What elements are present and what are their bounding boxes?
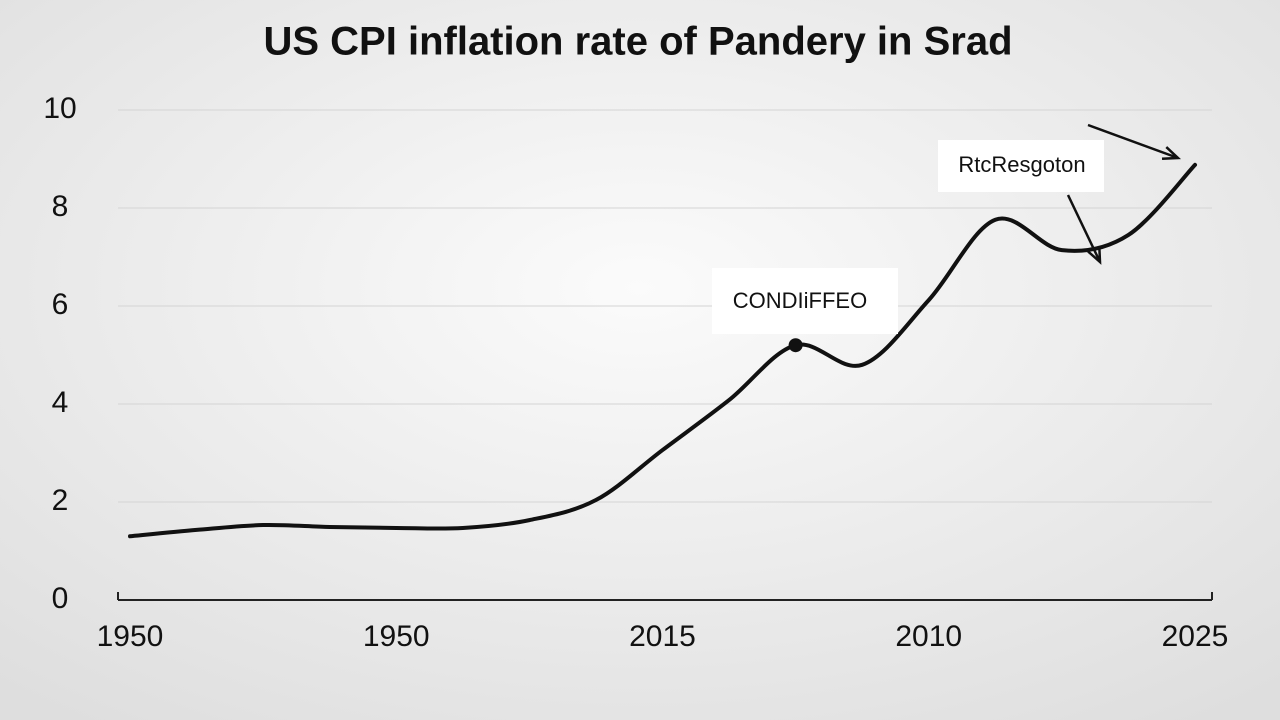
y-tick-label: 4 [52,386,69,419]
annotation-box [938,140,1104,192]
chart-title: US CPI inflation rate of Pandery in Srad [263,20,1012,64]
annotation-dot [788,338,803,353]
annotation-label: RtcResgoton [958,152,1085,177]
y-tick-label: 2 [52,484,69,517]
x-tick-label: 2010 [895,620,962,653]
y-tick-label: 8 [52,190,69,223]
y-tick-label: 6 [52,288,69,321]
y-tick-label: 0 [52,582,69,615]
line [128,162,1197,539]
annotation-label: CONDIiFFEO [733,288,867,313]
x-tick-label: 2015 [629,620,696,653]
annotation-box [712,268,898,334]
annotation-arrow [1087,123,1179,160]
arrow-head [1161,146,1182,161]
x-tick-label: 2025 [1162,620,1229,653]
y-tick-label: 10 [43,92,76,125]
x-tick-label: 1950 [363,620,430,653]
arrow-head [1087,245,1102,265]
annotation-arrow [1066,194,1102,263]
x-tick-label: 1950 [97,620,164,653]
